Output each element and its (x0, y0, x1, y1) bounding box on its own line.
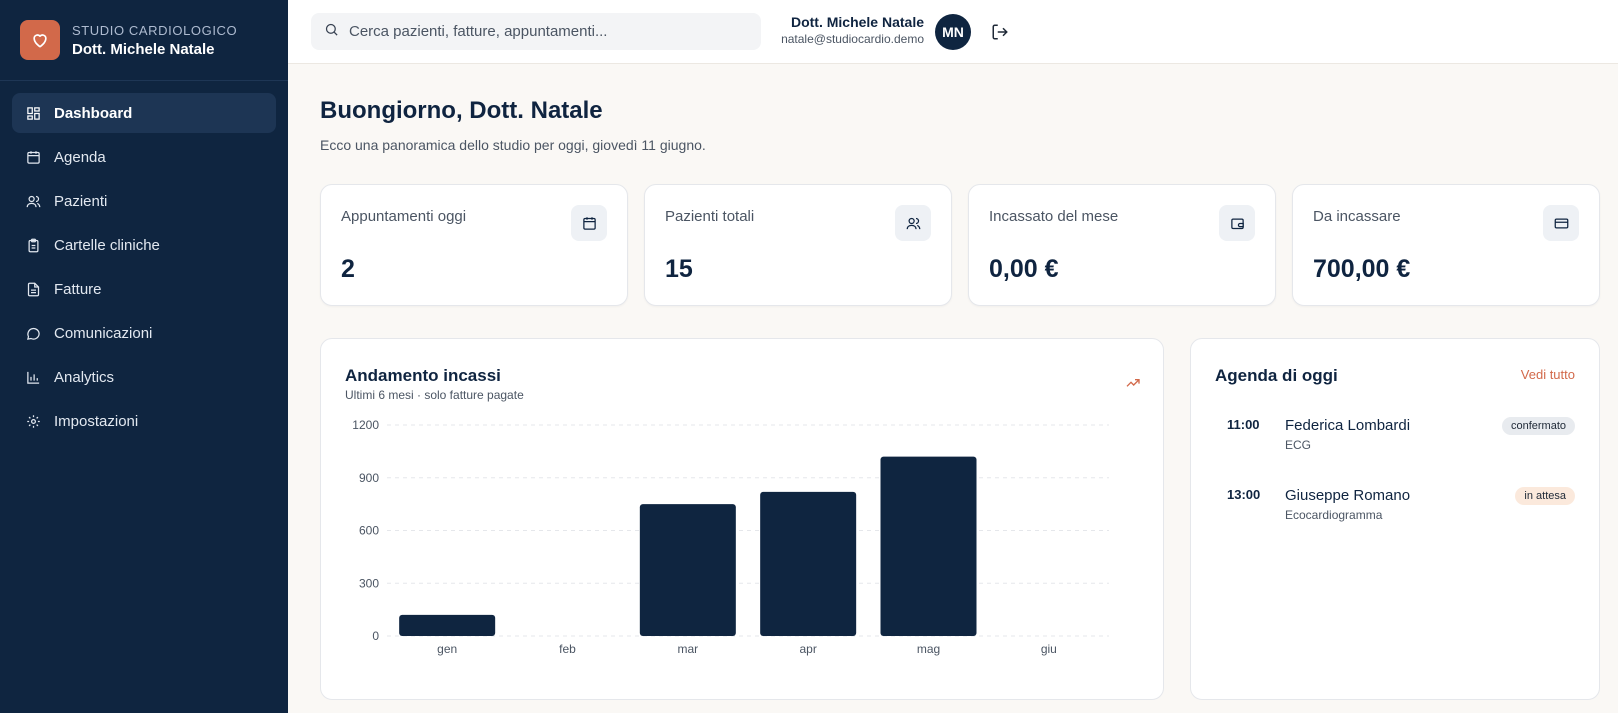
sidebar-item-analytics[interactable]: Analytics (12, 357, 276, 397)
users-icon (25, 193, 41, 209)
bar-mag[interactable] (880, 456, 977, 636)
x-tick-label: apr (799, 642, 816, 656)
brand: STUDIO CARDIOLOGICO Dott. Michele Natale (0, 0, 288, 81)
file-icon (25, 281, 41, 297)
revenue-bar-chart: 0 300 600 900 1200 gen feb mar apr mag giu (352, 418, 1109, 656)
credit-card-icon (1543, 205, 1579, 241)
search-bar (311, 13, 761, 50)
appointment-time: 11:00 (1227, 417, 1260, 432)
see-all-link[interactable]: Vedi tutto (1520, 367, 1575, 382)
sidebar-item-comunicazioni[interactable]: Comunicazioni (12, 313, 276, 353)
avatar[interactable]: MN (935, 14, 971, 50)
agenda-title: Agenda di oggi (1215, 366, 1338, 385)
clipboard-icon (25, 237, 41, 253)
sidebar-item-label: Cartelle cliniche (54, 236, 160, 254)
page-subtitle: Ecco una panoramica dello studio per ogg… (320, 137, 706, 153)
x-tick-label: mag (917, 642, 940, 656)
users-icon (895, 205, 931, 241)
x-tick-label: gen (437, 642, 457, 656)
appointment-patient: Federica Lombardi (1285, 417, 1411, 434)
sidebar-item-label: Comunicazioni (54, 324, 153, 342)
gear-icon (25, 413, 41, 429)
brand-name: Dott. Michele Natale (72, 40, 215, 58)
sidebar-item-label: Dashboard (54, 104, 133, 122)
heart-logo-icon (20, 20, 60, 60)
grid-icon (25, 105, 41, 121)
bar-gen[interactable] (399, 614, 496, 636)
stat-value: 0,00 € (989, 255, 1059, 283)
page-title: Buongiorno, Dott. Natale (320, 97, 603, 124)
stat-label: Appuntamenti oggi (341, 208, 467, 225)
sidebar-item-impostazioni[interactable]: Impostazioni (12, 401, 276, 441)
main-content: Buongiorno, Dott. Natale Ecco una panora… (320, 64, 1600, 700)
search-input[interactable] (349, 23, 739, 40)
user-email: natale@studiocardio.demo (781, 32, 924, 46)
sidebar-item-label: Pazienti (54, 192, 108, 210)
y-tick-label: 300 (359, 576, 379, 590)
agenda-card: Agenda di oggi Vedi tutto 11:00 Federica… (1190, 338, 1600, 700)
y-tick-label: 900 (359, 471, 379, 485)
status-badge: confermato (1501, 417, 1575, 435)
revenue-chart-card: Andamento incassi Ultimi 6 mesi · solo f… (320, 338, 1164, 700)
stat-label: Da incassare (1313, 208, 1401, 225)
user-name: Dott. Michele Natale (790, 14, 924, 30)
user-info: Dott. Michele Natale natale@studiocardio… (772, 14, 924, 46)
sidebar-item-pazienti[interactable]: Pazienti (12, 181, 276, 221)
stat-value: 700,00 € (1313, 255, 1411, 283)
x-tick-label: mar (677, 642, 698, 656)
stat-card-incassato: Incassato del mese 0,00 € (968, 184, 1276, 306)
trending-up-icon (1125, 375, 1141, 396)
sidebar-item-fatture[interactable]: Fatture (12, 269, 276, 309)
chart-title: Andamento incassi (345, 366, 501, 385)
status-badge: in attesa (1515, 487, 1575, 505)
appointment-type: Ecocardiogramma (1285, 508, 1383, 522)
logout-icon[interactable] (991, 23, 1009, 41)
x-tick-label: feb (559, 642, 576, 656)
appointment-time: 13:00 (1227, 487, 1261, 502)
top-header: Dott. Michele Natale natale@studiocardio… (288, 0, 1618, 64)
calendar-icon (25, 149, 41, 165)
stat-value: 2 (341, 255, 355, 283)
appointment-item[interactable]: 11:00 Federica Lombardi ECG confermato (1203, 413, 1587, 469)
x-tick-label: giu (1041, 642, 1057, 656)
stat-value: 15 (665, 255, 693, 283)
bar-chart-icon (25, 369, 41, 385)
sidebar-item-label: Fatture (54, 280, 102, 298)
sidebar-item-cartelle-cliniche[interactable]: Cartelle cliniche (12, 225, 276, 265)
sidebar-item-label: Analytics (54, 368, 115, 386)
sidebar-item-agenda[interactable]: Agenda (12, 137, 276, 177)
appointment-item[interactable]: 13:00 Giuseppe Romano Ecocardiogramma in… (1203, 483, 1587, 539)
stat-label: Incassato del mese (989, 208, 1119, 225)
calendar-icon (571, 205, 607, 241)
search-icon (324, 22, 339, 42)
y-tick-label: 600 (359, 524, 379, 538)
stat-card-appuntamenti: Appuntamenti oggi 2 (320, 184, 628, 306)
bar-mar[interactable] (639, 504, 736, 636)
chat-icon (25, 325, 41, 341)
y-tick-label: 1200 (352, 418, 379, 432)
y-tick-label: 0 (372, 629, 379, 643)
sidebar: STUDIO CARDIOLOGICO Dott. Michele Natale… (0, 0, 288, 713)
sidebar-nav: Dashboard Agenda Pazienti Cartelle clini… (0, 81, 288, 457)
appointment-patient: Giuseppe Romano (1285, 487, 1411, 504)
brand-subtitle: STUDIO CARDIOLOGICO (72, 22, 238, 38)
stat-card-da-incassare: Da incassare 700,00 € (1292, 184, 1600, 306)
sidebar-item-label: Impostazioni (54, 412, 139, 430)
sidebar-item-dashboard[interactable]: Dashboard (12, 93, 276, 133)
stat-card-pazienti: Pazienti totali 15 (644, 184, 952, 306)
wallet-icon (1219, 205, 1255, 241)
stats-row: Appuntamenti oggi 2 Pazienti totali 15 I… (320, 184, 1600, 306)
appointment-type: ECG (1285, 438, 1312, 452)
stat-label: Pazienti totali (665, 208, 755, 225)
chart-subtitle: Ultimi 6 mesi · solo fatture pagate (345, 388, 524, 402)
sidebar-item-label: Agenda (54, 148, 106, 166)
bar-apr[interactable] (760, 491, 857, 636)
